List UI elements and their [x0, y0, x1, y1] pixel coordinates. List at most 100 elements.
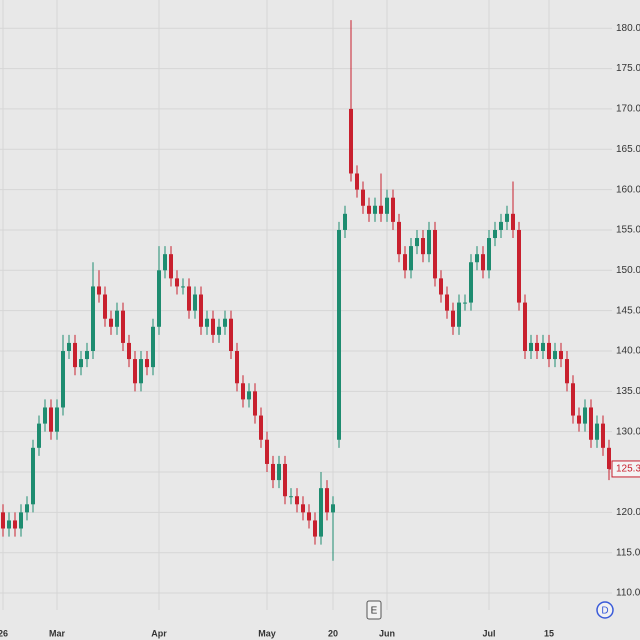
- y-tick-label: 175.00: [616, 63, 640, 74]
- candle-body: [607, 447, 611, 469]
- candle-body: [283, 463, 287, 497]
- y-tick-label: 145.00: [616, 305, 640, 316]
- candle-body: [103, 294, 107, 319]
- candle-body: [157, 270, 161, 327]
- candle-body: [565, 359, 569, 384]
- candle-body: [127, 342, 131, 360]
- event-marker-box[interactable]: [366, 600, 382, 620]
- y-tick-label: 165.00: [616, 144, 640, 155]
- candle-body: [187, 286, 191, 311]
- badge-label[interactable]: D: [601, 606, 608, 617]
- candle-body: [121, 310, 125, 343]
- candle-body: [205, 318, 209, 327]
- candle-body: [547, 342, 551, 360]
- x-tick-label: Mar: [49, 628, 66, 638]
- candle-body: [493, 229, 497, 239]
- candle-body: [379, 205, 383, 214]
- candle-body: [55, 407, 59, 432]
- x-tick-label: Jul: [482, 628, 495, 638]
- candle-body: [247, 391, 251, 400]
- candle-body: [13, 520, 17, 529]
- candle-body: [109, 318, 113, 327]
- candle-body: [367, 205, 371, 214]
- candle-body: [325, 488, 329, 513]
- candle-body: [91, 286, 95, 351]
- candle-body: [199, 294, 203, 327]
- candle-body: [523, 302, 527, 351]
- candle-body: [181, 286, 185, 288]
- last-price-label: 125.38: [616, 464, 640, 475]
- candle-body: [61, 350, 65, 408]
- y-tick-label: 150.00: [616, 265, 640, 276]
- candle-body: [541, 342, 545, 351]
- y-tick-label: 160.00: [616, 184, 640, 195]
- candle-body: [481, 254, 485, 271]
- candle-body: [79, 359, 83, 368]
- candle-body: [241, 383, 245, 400]
- candle-body: [217, 326, 221, 335]
- candle-body: [451, 310, 455, 327]
- candle-body: [169, 254, 173, 279]
- badge[interactable]: D: [596, 601, 614, 619]
- candle-body: [433, 229, 437, 279]
- candle-body: [139, 359, 143, 384]
- candle-body: [331, 504, 335, 513]
- y-tick-label: 135.00: [616, 386, 640, 397]
- candle-body: [7, 520, 11, 529]
- x-tick-label: 20: [328, 628, 338, 638]
- candle-body: [439, 278, 443, 295]
- candle-body: [553, 350, 557, 360]
- candle-body: [271, 463, 275, 481]
- candle-body: [601, 423, 605, 448]
- candle-body: [505, 213, 509, 222]
- candle-body: [25, 504, 29, 513]
- y-tick-label: 115.00: [616, 547, 640, 558]
- x-tick-label: Apr: [151, 628, 167, 638]
- candle-body: [43, 407, 47, 424]
- candle-body: [193, 294, 197, 311]
- event-marker-label[interactable]: E: [371, 606, 378, 617]
- y-tick-label: 170.00: [616, 104, 640, 115]
- candle-body: [133, 359, 137, 384]
- candle-body: [211, 318, 215, 335]
- y-tick-label: 130.00: [616, 426, 640, 437]
- candle-body: [253, 391, 257, 416]
- candle-body: [301, 504, 305, 513]
- badge-circle[interactable]: [596, 601, 614, 619]
- candle-body: [499, 221, 503, 230]
- candle-body: [361, 189, 365, 206]
- candle-body: [445, 294, 449, 311]
- candle-body: [595, 423, 599, 440]
- event-marker[interactable]: E: [366, 600, 382, 620]
- candle-body: [19, 512, 23, 529]
- candle-body: [427, 229, 431, 255]
- candle-body: [355, 173, 359, 190]
- candle-body: [289, 496, 293, 498]
- candle-body: [469, 262, 473, 303]
- candle-body: [73, 342, 77, 368]
- candle-body: [385, 197, 389, 214]
- candle-body: [535, 342, 539, 351]
- x-tick-label: 26: [0, 628, 8, 638]
- candle-body: [235, 350, 239, 384]
- candle-body: [259, 415, 263, 440]
- candle-body: [31, 447, 35, 505]
- candle-body: [463, 302, 467, 304]
- y-tick-label: 140.00: [616, 346, 640, 357]
- axes: 110.00115.00120.00125.00130.00135.00140.…: [0, 23, 640, 638]
- candle-body: [175, 278, 179, 287]
- candle-body: [343, 213, 347, 230]
- candle-body: [115, 310, 119, 327]
- candle-body: [337, 229, 341, 440]
- candle-body: [511, 213, 515, 230]
- candle-body: [1, 512, 5, 529]
- y-tick-label: 110.00: [616, 588, 640, 599]
- candle-body: [85, 350, 89, 360]
- candle-body: [397, 221, 401, 255]
- x-tick-label: May: [258, 628, 276, 638]
- candle-body: [163, 254, 167, 271]
- candle-body: [229, 318, 233, 351]
- candle-body: [37, 423, 41, 448]
- candle-body: [409, 246, 413, 271]
